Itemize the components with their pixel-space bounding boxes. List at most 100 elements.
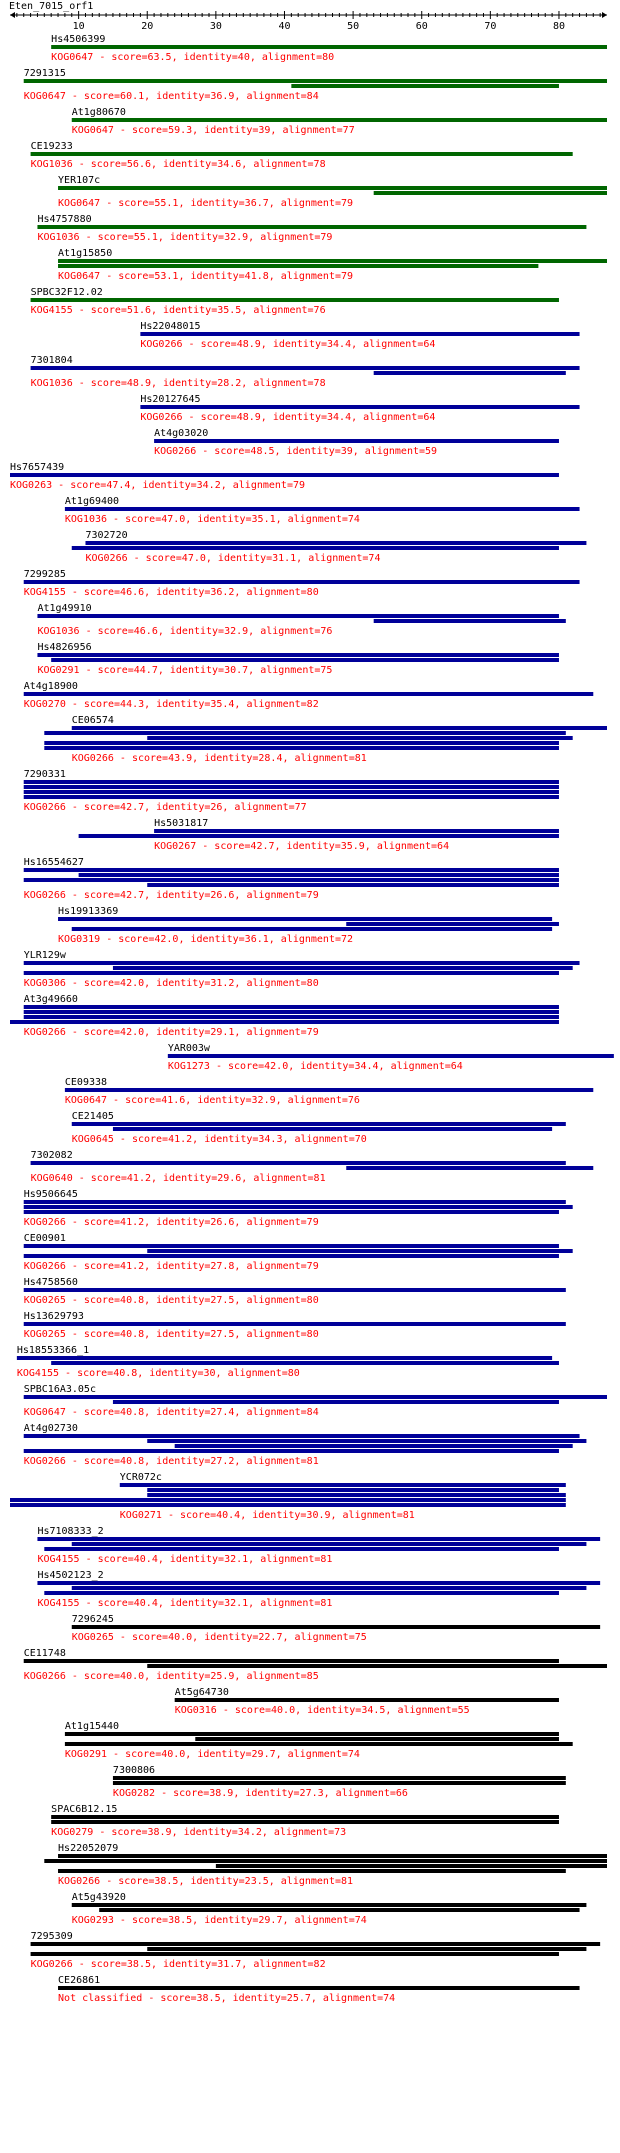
alignment-bar[interactable] [23, 878, 559, 882]
hit-name[interactable]: SPBC16A3.05c [24, 1384, 96, 1395]
alignment-bar[interactable] [23, 1210, 559, 1214]
hit-name[interactable]: CE19233 [31, 141, 73, 152]
alignment-bar[interactable] [71, 1122, 566, 1126]
alignment-bar[interactable] [37, 1581, 601, 1585]
hit-name[interactable]: YER107c [58, 175, 100, 186]
hit-name[interactable]: At5g64730 [175, 1687, 229, 1698]
alignment-bar[interactable] [23, 785, 559, 789]
hit-name[interactable]: CE21405 [72, 1111, 114, 1122]
alignment-bar[interactable] [147, 1439, 587, 1443]
hit-name[interactable]: 7299285 [24, 569, 66, 580]
hit-name[interactable]: At4g18900 [24, 681, 78, 692]
alignment-bar[interactable] [174, 1444, 573, 1448]
hit-name[interactable]: Hs19913369 [58, 906, 118, 917]
alignment-bar[interactable] [23, 868, 559, 872]
alignment-bar[interactable] [71, 546, 559, 550]
alignment-bar[interactable] [51, 658, 559, 662]
alignment-bar[interactable] [16, 1356, 553, 1360]
alignment-bar[interactable] [78, 873, 559, 877]
alignment-bar[interactable] [64, 1742, 573, 1746]
hit-name[interactable]: YLR129w [24, 950, 67, 961]
alignment-bar[interactable] [23, 1005, 559, 1009]
hit-name[interactable]: At1g69400 [65, 496, 119, 507]
hit-name[interactable]: Hs18553366_1 [17, 1345, 89, 1356]
hit-name[interactable]: Hs7657439 [10, 462, 64, 473]
alignment-bar[interactable] [373, 619, 566, 623]
alignment-bar[interactable] [23, 790, 559, 794]
hit-name[interactable]: Hs5031817 [154, 818, 208, 829]
alignment-bar[interactable] [23, 1449, 559, 1453]
hit-name[interactable]: Hs22048015 [140, 321, 200, 332]
hit-name[interactable]: SPAC6B12.15 [51, 1804, 117, 1815]
hit-name[interactable]: At4g03020 [154, 428, 208, 439]
hit-name[interactable]: Hs4826956 [37, 642, 91, 653]
alignment-bar[interactable] [373, 371, 566, 375]
hit-name[interactable]: 7295309 [31, 1931, 73, 1942]
alignment-bar[interactable] [58, 264, 539, 268]
hit-name[interactable]: Hs4502123_2 [37, 1570, 103, 1581]
alignment-bar[interactable] [58, 917, 553, 921]
alignment-bar[interactable] [23, 692, 594, 696]
hit-name[interactable]: CE06574 [72, 715, 114, 726]
alignment-bar[interactable] [23, 1288, 566, 1292]
alignment-bar[interactable] [174, 1698, 559, 1702]
hit-name[interactable]: At4g02730 [24, 1423, 78, 1434]
alignment-bar[interactable] [71, 118, 608, 122]
alignment-bar[interactable] [147, 736, 573, 740]
alignment-bar[interactable] [215, 1864, 608, 1868]
alignment-bar[interactable] [23, 1434, 580, 1438]
alignment-bar[interactable] [58, 1869, 566, 1873]
alignment-bar[interactable] [30, 1161, 566, 1165]
alignment-bar[interactable] [112, 1127, 553, 1131]
hit-name[interactable]: 7290331 [24, 769, 66, 780]
alignment-bar[interactable] [58, 259, 607, 263]
hit-name[interactable]: CE00901 [24, 1233, 66, 1244]
alignment-bar[interactable] [44, 1859, 607, 1863]
alignment-bar[interactable] [147, 1664, 607, 1668]
alignment-bar[interactable] [85, 541, 587, 545]
alignment-bar[interactable] [147, 1488, 559, 1492]
hit-name[interactable]: Hs13629793 [24, 1311, 84, 1322]
hit-name[interactable]: At3g49660 [24, 994, 78, 1005]
alignment-bar[interactable] [78, 834, 559, 838]
alignment-bar[interactable] [147, 883, 559, 887]
hit-name[interactable]: Hs16554627 [24, 857, 84, 868]
alignment-bar[interactable] [58, 186, 607, 190]
alignment-bar[interactable] [119, 1483, 566, 1487]
alignment-bar[interactable] [154, 439, 559, 443]
alignment-bar[interactable] [37, 225, 587, 229]
alignment-bar[interactable] [140, 332, 580, 336]
alignment-bar[interactable] [112, 966, 573, 970]
alignment-bar[interactable] [44, 1547, 559, 1551]
alignment-bar[interactable] [23, 1015, 559, 1019]
hit-name[interactable]: 7301804 [31, 355, 73, 366]
hit-name[interactable]: Hs7108333_2 [37, 1526, 103, 1537]
hit-name[interactable]: Hs4758560 [24, 1277, 78, 1288]
alignment-bar[interactable] [23, 1659, 559, 1663]
hit-name[interactable]: At1g80670 [72, 107, 126, 118]
hit-name[interactable]: CE26861 [58, 1975, 100, 1986]
hit-name[interactable]: CE11748 [24, 1648, 66, 1659]
alignment-bar[interactable] [71, 1542, 587, 1546]
alignment-bar[interactable] [44, 731, 566, 735]
alignment-bar[interactable] [30, 366, 580, 370]
alignment-bar[interactable] [23, 1205, 573, 1209]
hit-name[interactable]: YCR072c [120, 1472, 162, 1483]
hit-name[interactable]: Hs4757880 [37, 214, 91, 225]
hit-name[interactable]: At1g49910 [37, 603, 91, 614]
alignment-bar[interactable] [64, 507, 580, 511]
alignment-bar[interactable] [140, 405, 580, 409]
alignment-bar[interactable] [23, 961, 580, 965]
alignment-bar[interactable] [44, 741, 559, 745]
alignment-bar[interactable] [147, 1947, 587, 1951]
alignment-bar[interactable] [37, 614, 559, 618]
alignment-bar[interactable] [23, 1010, 559, 1014]
alignment-bar[interactable] [147, 1249, 573, 1253]
alignment-bar[interactable] [30, 1952, 559, 1956]
alignment-bar[interactable] [64, 1088, 594, 1092]
hit-name[interactable]: At1g15440 [65, 1721, 119, 1732]
hit-name[interactable]: SPBC32F12.02 [31, 287, 103, 298]
alignment-bar[interactable] [51, 1361, 559, 1365]
alignment-bar[interactable] [167, 1054, 614, 1058]
hit-name[interactable]: YAR003w [168, 1043, 211, 1054]
